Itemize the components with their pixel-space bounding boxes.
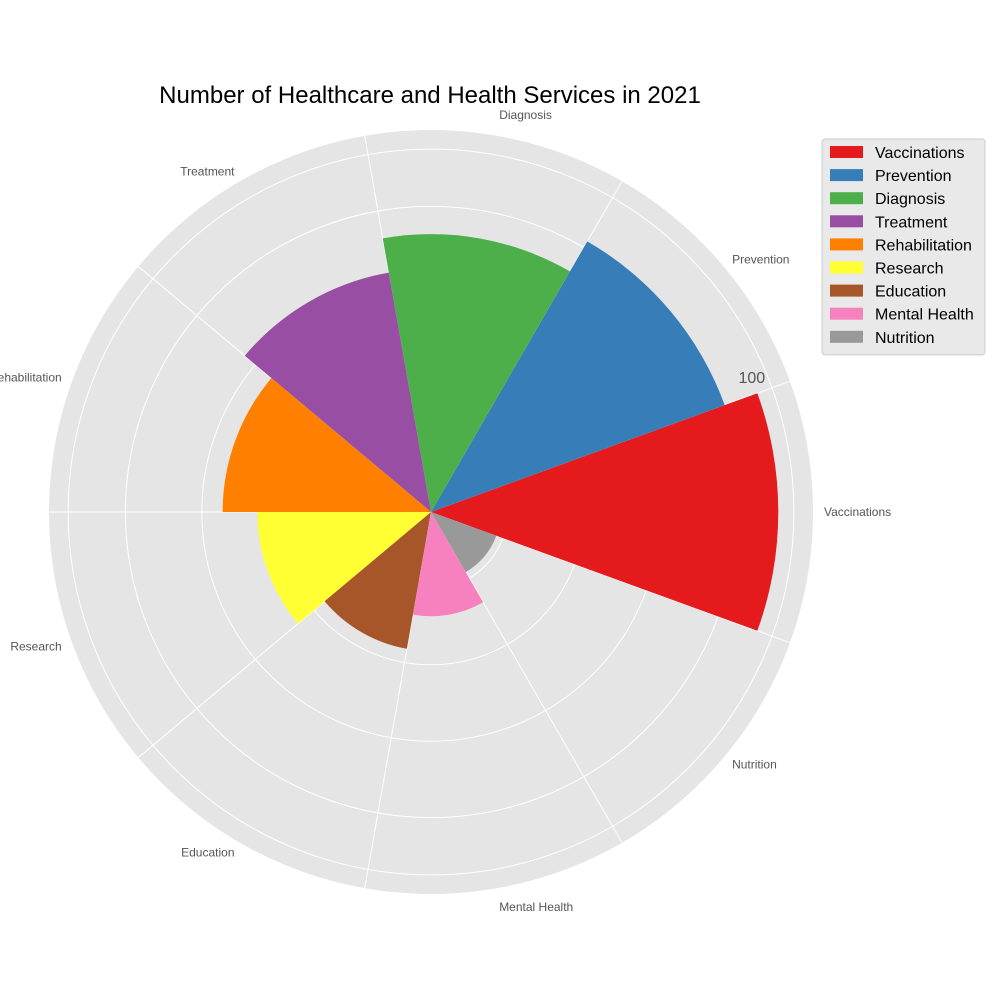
legend-swatch-research <box>830 261 863 274</box>
bar-education <box>324 512 431 649</box>
legend-swatch-prevention <box>830 169 863 182</box>
legend-label-rehabilitation: Rehabilitation <box>875 237 972 254</box>
category-label-diagnosis: Diagnosis <box>499 108 552 122</box>
legend-swatch-treatment <box>830 215 863 228</box>
legend-label-diagnosis: Diagnosis <box>875 191 945 208</box>
bar-treatment <box>244 272 431 512</box>
bar-prevention <box>431 241 725 512</box>
legend-swatch-rehabilitation <box>830 238 863 251</box>
category-label-treatment: Treatment <box>180 165 235 179</box>
category-label-research: Research <box>10 639 61 653</box>
chart-title: Number of Healthcare and Health Services… <box>159 82 701 109</box>
legend-label-mental-health: Mental Health <box>875 307 974 324</box>
category-label-vaccinations: Vaccinations <box>824 505 891 519</box>
category-label-rehabilitation: Rehabilitation <box>0 371 62 385</box>
legend-label-treatment: Treatment <box>875 214 948 231</box>
radial-tick-100: 100 <box>738 370 765 387</box>
bar-nutrition <box>431 512 497 573</box>
category-label-mental-health: Mental Health <box>499 900 573 914</box>
bar-mental-health <box>412 512 484 617</box>
radial-ticks: 100 <box>738 370 765 387</box>
category-labels: Vaccinations Prevention Diagnosis Treatment… <box>0 108 891 914</box>
legend-swatch-diagnosis <box>830 192 863 205</box>
legend-label-education: Education <box>875 284 946 301</box>
legend-swatch-vaccinations <box>830 146 863 158</box>
legend-swatch-nutrition <box>830 330 863 343</box>
category-label-prevention: Prevention <box>732 252 789 266</box>
legend-label-research: Research <box>875 261 943 278</box>
legend-label-prevention: Prevention <box>875 168 952 185</box>
category-label-nutrition: Nutrition <box>732 758 777 772</box>
grid-spoke-8 <box>430 511 623 844</box>
legend-swatch-mental-health <box>830 307 863 320</box>
polar-bars <box>222 234 779 649</box>
legend-swatch-education <box>830 284 863 297</box>
bar-vaccinations <box>431 393 779 631</box>
legend-label-nutrition: Nutrition <box>875 330 935 347</box>
bar-research <box>257 512 431 624</box>
legend: Vaccinations Prevention Diagnosis Treatment… <box>821 138 986 356</box>
bar-diagnosis <box>382 234 570 512</box>
bar-rehabilitation <box>222 378 431 512</box>
legend-label-vaccinations: Vaccinations <box>875 145 965 162</box>
category-label-education: Education <box>181 845 234 859</box>
